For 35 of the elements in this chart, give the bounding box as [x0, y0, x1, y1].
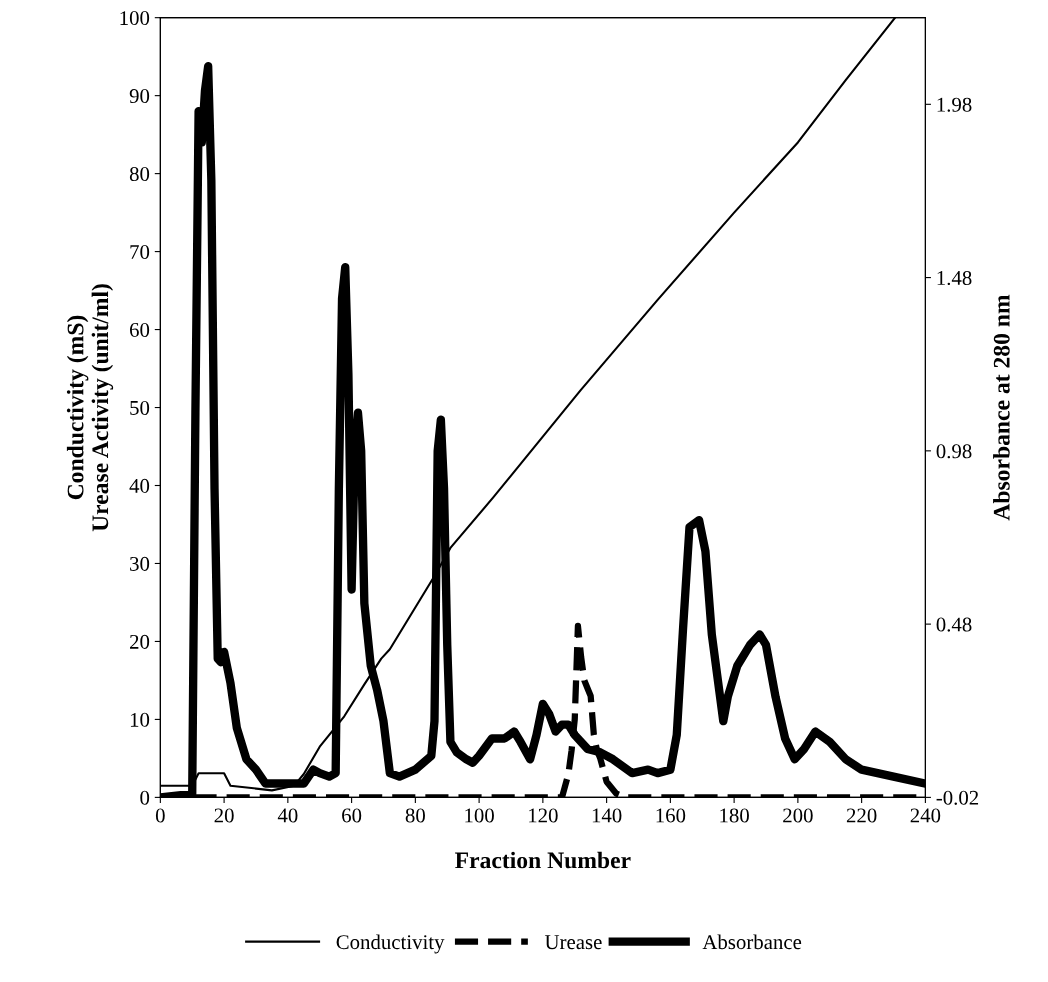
y-tick-label: 50 [130, 400, 150, 415]
y2-tick-label: -0.02 [936, 790, 979, 805]
x-tick-label: 220 [846, 808, 877, 823]
y2-tick-label: 0.98 [936, 444, 972, 459]
y-tick-label: 10 [130, 712, 150, 727]
legend-label: Conductivity [336, 934, 445, 954]
legend-label: Urease [544, 935, 602, 950]
y-tick-label: 20 [130, 634, 150, 649]
x-tick-label: 40 [277, 808, 298, 823]
x-tick-label: 0 [155, 808, 165, 823]
y-axis-title: Conductivity (mS) Urease Activity (unit/ml) [66, 284, 114, 532]
y-tick-label: 40 [129, 478, 150, 493]
x-tick-label: 240 [910, 808, 941, 823]
y-tick-label: 100 [120, 11, 150, 26]
y2-tick-label: 1.98 [937, 97, 972, 112]
x-tick-label: 120 [529, 808, 558, 823]
y-tick-label: 60 [129, 322, 150, 337]
y-tick-label: 90 [129, 89, 150, 104]
x-tick-label: 160 [656, 808, 686, 823]
legend-label: Absorbance [702, 934, 802, 950]
y2-tick-label: 0.48 [936, 617, 972, 632]
x-tick-label: 200 [783, 808, 813, 823]
y2-tick-label: 1.48 [937, 270, 972, 286]
x-tick-label: 140 [592, 808, 622, 823]
x-tick-label: 80 [405, 808, 425, 823]
x-tick-label: 20 [214, 808, 234, 823]
x-tick-label: 100 [465, 808, 494, 823]
y-tick-label: 80 [129, 166, 150, 182]
y2-axis-title: Absorbance at 280 nm [993, 294, 1010, 521]
x-axis-title: Fraction Number [455, 851, 631, 869]
x-tick-label: 60 [342, 808, 362, 823]
x-tick-label: 180 [720, 808, 749, 823]
y-tick-label: 0 [140, 790, 150, 805]
y-tick-label: 70 [130, 244, 150, 260]
y-tick-label: 30 [130, 556, 150, 571]
